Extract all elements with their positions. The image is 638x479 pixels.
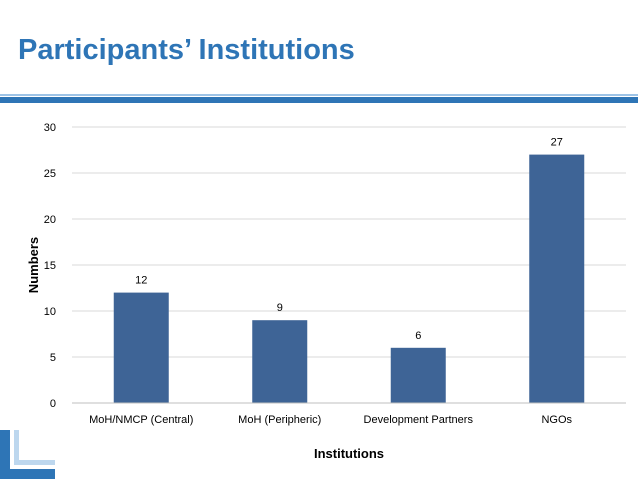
y-tick-label: 30: [44, 122, 56, 134]
data-label: 12: [135, 275, 147, 287]
x-tick-label: NGOs: [541, 414, 572, 426]
corner-accent: [0, 469, 55, 479]
data-labels: 12 9 6 27: [135, 137, 563, 342]
x-axis-title: Institutions: [314, 446, 384, 461]
corner-accent: [14, 460, 55, 465]
x-tick-label: MoH (Peripheric): [238, 414, 321, 426]
x-tick-label: Development Partners: [364, 414, 474, 426]
y-tick-label: 20: [44, 214, 56, 226]
y-tick-label: 25: [44, 168, 56, 180]
data-label: 27: [551, 137, 563, 149]
title-rule-light: [0, 94, 638, 96]
data-label: 9: [277, 302, 283, 314]
bar: [113, 292, 169, 403]
corner-accent: [14, 430, 19, 465]
bar: [390, 347, 446, 403]
y-tick-label: 10: [44, 306, 56, 318]
slide-title: Participants’ Institutions: [18, 34, 355, 66]
bar: [529, 154, 585, 403]
x-tick-label: MoH/NMCP (Central): [89, 414, 193, 426]
y-tick-labels: 0 5 10 15 20 25 30: [44, 122, 56, 410]
x-tick-labels: MoH/NMCP (Central) MoH (Peripheric) Develo…: [89, 414, 572, 426]
title-rule: [0, 97, 638, 103]
y-tick-label: 15: [44, 260, 56, 272]
y-tick-label: 5: [50, 352, 56, 364]
y-axis-title: Numbers: [26, 237, 41, 293]
y-tick-label: 0: [50, 398, 56, 410]
corner-accent: [0, 430, 10, 479]
bar: [252, 320, 308, 403]
data-label: 6: [415, 330, 421, 342]
bars: [113, 154, 585, 403]
